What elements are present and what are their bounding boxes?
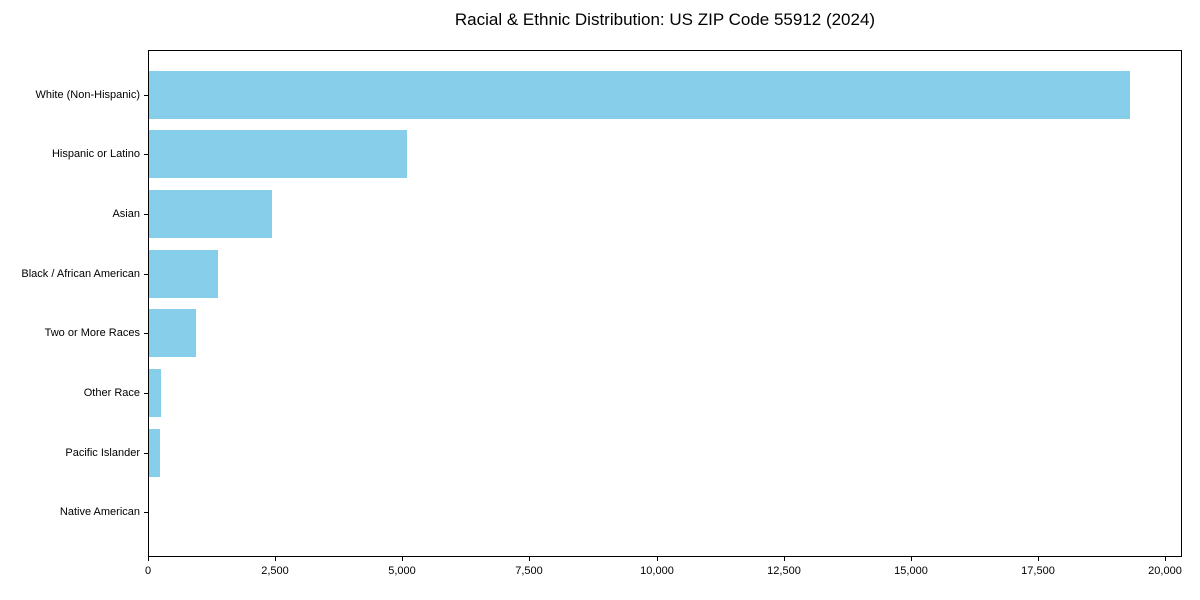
x-tick-label: 7,500 — [515, 565, 543, 577]
y-axis-label: Two or More Races — [44, 327, 140, 339]
x-tick — [402, 557, 403, 561]
x-tick-label: 5,000 — [388, 565, 416, 577]
x-tick-label: 15,000 — [894, 565, 928, 577]
x-tick-label: 2,500 — [261, 565, 289, 577]
y-tick — [144, 393, 148, 394]
x-tick — [784, 557, 785, 561]
chart-title: Racial & Ethnic Distribution: US ZIP Cod… — [454, 10, 876, 29]
y-tick — [144, 333, 148, 334]
y-tick — [144, 154, 148, 155]
y-axis-label: Other Race — [83, 387, 140, 399]
y-tick — [144, 453, 148, 454]
y-axis-label: Pacific Islander — [65, 447, 140, 459]
bar — [148, 309, 197, 357]
x-tick — [911, 557, 912, 561]
bar — [148, 190, 273, 238]
y-tick — [144, 214, 148, 215]
x-tick-label: 20,000 — [1148, 565, 1182, 577]
bar — [148, 369, 162, 417]
x-tick-label: 17,500 — [1021, 565, 1055, 577]
y-axis-label: Native American — [59, 506, 140, 518]
y-tick — [144, 512, 148, 513]
x-tick — [148, 557, 149, 561]
x-tick-label: 0 — [144, 565, 152, 577]
bar — [148, 71, 1131, 119]
x-tick — [275, 557, 276, 561]
y-axis-label: White (Non-Hispanic) — [35, 89, 140, 101]
bar — [148, 488, 149, 536]
x-tick — [1165, 557, 1166, 561]
y-axis-label: Asian — [112, 208, 140, 220]
bar — [148, 130, 408, 178]
y-axis-label: Black / African American — [21, 268, 140, 280]
bar — [148, 429, 160, 477]
x-tick-label: 12,500 — [767, 565, 801, 577]
y-axis-label: Hispanic or Latino — [51, 148, 140, 160]
plot-area — [148, 50, 1182, 557]
x-tick — [529, 557, 530, 561]
x-tick-label: 10,000 — [640, 565, 674, 577]
y-tick — [144, 274, 148, 275]
x-tick — [657, 557, 658, 561]
y-tick — [144, 95, 148, 96]
x-tick — [1038, 557, 1039, 561]
bar — [148, 250, 218, 298]
